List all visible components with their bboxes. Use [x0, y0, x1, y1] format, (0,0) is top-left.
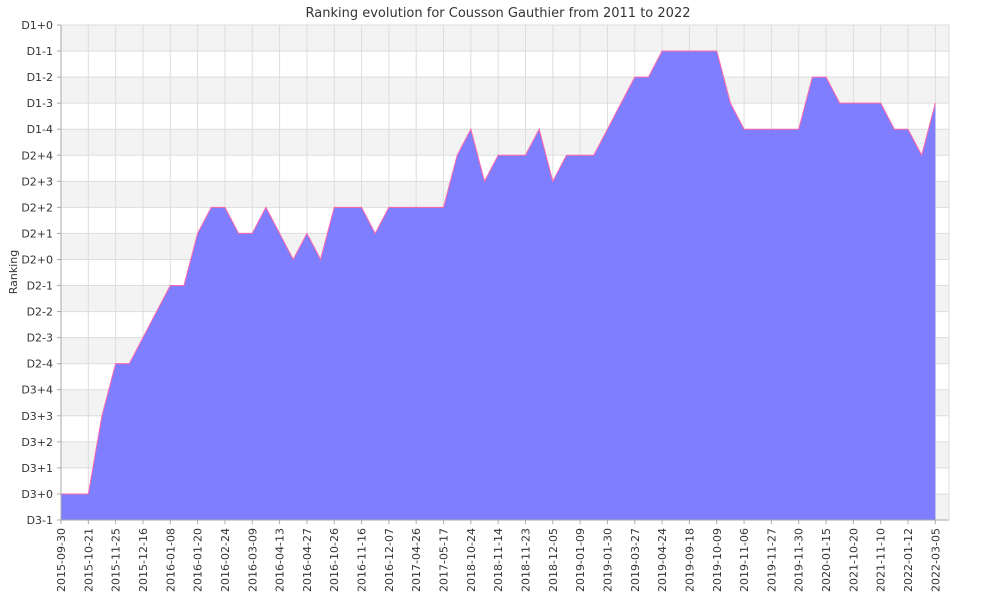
y-tick-label: D2+2 [21, 201, 53, 214]
y-tick-label: D3+3 [21, 410, 53, 423]
x-tick-label: 2021-10-20 [847, 528, 860, 592]
y-tick-label: D1-4 [27, 123, 53, 136]
x-tick-label: 2016-01-08 [164, 528, 177, 592]
grid-band [61, 77, 949, 104]
y-tick-label: D2+4 [21, 149, 53, 162]
y-tick-label: D2+1 [21, 227, 53, 240]
series-line [61, 50, 936, 495]
y-axis-ticks: D3-1 D3+0 D3+1 D3+2 D3+3 D3+4 D2-4 D2-3 D2-2 D2-1… [21, 19, 53, 527]
series-layer [61, 50, 936, 520]
x-tick-label: 2019-10-09 [711, 528, 724, 592]
x-tick-label: 2015-12-16 [137, 528, 150, 592]
y-tick-label: D2-3 [27, 332, 53, 345]
x-tick-label: 2015-09-30 [55, 528, 68, 592]
x-tick-label: 2016-11-16 [356, 528, 369, 592]
x-tick-label: 2020-01-15 [820, 528, 833, 592]
x-tick-label: 2017-05-17 [438, 528, 451, 592]
x-tick-label: 2017-04-26 [410, 528, 423, 592]
y-tick-label: D2+0 [21, 253, 53, 266]
y-tick-label: D3+2 [21, 436, 53, 449]
y-tick-label: D1+0 [21, 19, 53, 32]
x-tick-label: 2016-03-09 [246, 528, 259, 592]
x-tick-label: 2015-11-25 [110, 528, 123, 592]
x-tick-label: 2019-11-06 [738, 528, 751, 592]
y-tick-label: D2+3 [21, 175, 53, 188]
y-tick-label: D3-1 [27, 514, 53, 527]
x-tick-label: 2019-09-18 [683, 528, 696, 592]
x-tick-label: 2016-02-24 [219, 528, 232, 592]
x-tick-label: 2019-01-09 [574, 528, 587, 592]
x-axis-ticks: 2015-09-30 2015-10-21 2015-11-25 2015-12-16… [55, 528, 942, 592]
y-tick-label: D3+0 [21, 488, 53, 501]
y-tick-label: D1-1 [27, 45, 53, 58]
x-tick-label: 2018-11-14 [492, 528, 505, 592]
x-tick-label: 2016-04-13 [274, 528, 287, 592]
x-tick-label: 2022-03-05 [929, 528, 942, 592]
x-tick-label: 2016-04-27 [301, 528, 314, 592]
x-tick-label: 2019-11-30 [793, 528, 806, 592]
x-tick-label: 2016-12-07 [383, 528, 396, 592]
x-tick-label: 2019-11-27 [765, 528, 778, 592]
x-tick-label: 2019-04-24 [656, 528, 669, 592]
x-tick-label: 2019-03-27 [629, 528, 642, 592]
chart-title: Ranking evolution for Cousson Gauthier f… [306, 6, 691, 21]
y-tick-label: D2-1 [27, 280, 53, 293]
x-tick-label: 2022-01-12 [902, 528, 915, 592]
y-tick-label: D3+4 [21, 384, 53, 397]
y-tick-label: D1-2 [27, 71, 53, 84]
x-tick-label: 2016-01-20 [192, 528, 205, 592]
x-tick-label: 2018-11-23 [519, 528, 532, 592]
y-tick-label: D2-2 [27, 306, 53, 319]
plot-axes [57, 24, 950, 524]
x-tick-label: 2018-12-05 [547, 528, 560, 592]
grid-band [61, 25, 949, 52]
x-tick-label: 2016-10-26 [328, 528, 341, 592]
x-tick-label: 2019-01-30 [601, 528, 614, 592]
y-tick-label: D1-3 [27, 97, 53, 110]
x-tick-label: 2015-10-21 [82, 528, 95, 592]
x-tick-label: 2021-11-10 [875, 528, 888, 592]
y-axis-label: Ranking [7, 250, 20, 295]
series-area [61, 51, 936, 520]
y-tick-label: D3+1 [21, 462, 53, 475]
x-tick-label: 2018-10-24 [465, 528, 478, 592]
y-tick-label: D2-4 [27, 358, 53, 371]
